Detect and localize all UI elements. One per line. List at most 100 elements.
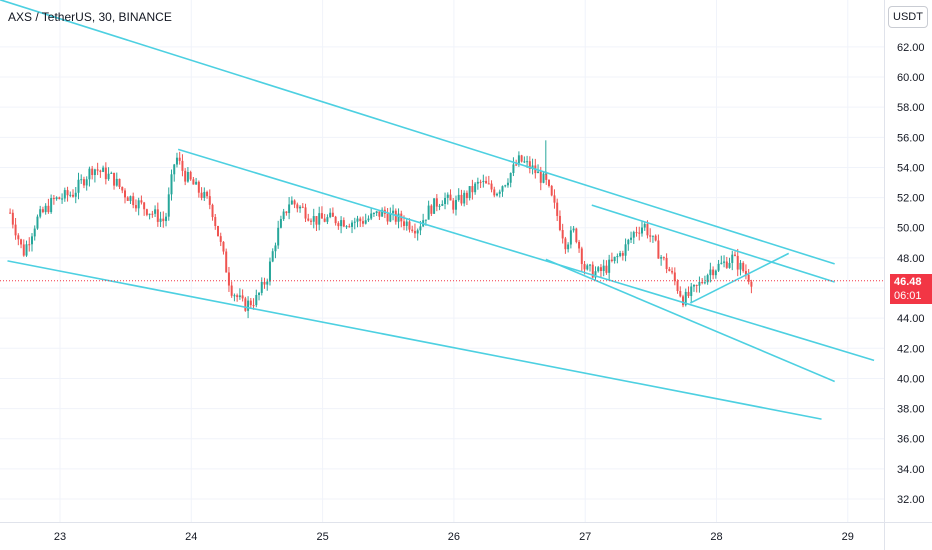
y-tick-label: 58.00 (897, 102, 925, 114)
bar-countdown: 06:01 (894, 290, 922, 302)
candle (408, 218, 411, 233)
candle (39, 205, 42, 219)
candle (320, 206, 323, 219)
candle (586, 263, 589, 271)
candle (564, 236, 567, 254)
candle (290, 196, 293, 205)
candle (613, 256, 616, 264)
candle (372, 212, 375, 217)
candle (91, 165, 94, 180)
candle (110, 171, 113, 175)
candle (129, 195, 132, 204)
candle (561, 223, 564, 244)
trendline[interactable] (591, 204, 835, 283)
candle (162, 211, 165, 228)
candle (52, 195, 55, 205)
candle (329, 208, 332, 219)
candle (635, 226, 638, 237)
candle (22, 239, 25, 257)
candle (476, 177, 479, 190)
candle (690, 282, 693, 304)
candle (657, 234, 660, 259)
candle (608, 254, 611, 281)
candle (271, 248, 274, 263)
candle (93, 168, 96, 183)
y-tick-label: 42.00 (897, 343, 925, 355)
candle (17, 233, 20, 246)
candle (673, 267, 676, 286)
candle (463, 190, 466, 207)
candle (206, 190, 209, 199)
candle (709, 262, 712, 283)
candle (249, 297, 252, 308)
candle (80, 174, 83, 184)
last-price-tag: 46.48 06:01 (890, 274, 932, 304)
candle (553, 189, 556, 209)
candle (460, 189, 463, 206)
trendline[interactable] (0, 0, 835, 265)
candle (69, 191, 72, 198)
candle (498, 189, 501, 198)
candle (186, 167, 189, 183)
x-tick-label: 29 (842, 531, 854, 543)
candle (427, 200, 430, 220)
candle (580, 246, 583, 272)
candle (74, 187, 77, 204)
candle (356, 215, 359, 228)
x-tick-label: 28 (710, 531, 722, 543)
candle (216, 225, 219, 237)
candle (703, 275, 706, 285)
candle (77, 172, 80, 200)
candle (471, 179, 474, 200)
y-tick-label: 40.00 (897, 373, 925, 385)
candle (572, 225, 575, 233)
candle (296, 202, 299, 213)
trendline[interactable] (7, 260, 822, 420)
candle (230, 281, 233, 298)
candle (195, 177, 198, 185)
candle (318, 206, 321, 231)
candle (578, 239, 581, 253)
candle (654, 234, 657, 242)
candle (449, 189, 452, 201)
candle (353, 217, 356, 230)
candle (465, 190, 468, 206)
candle (126, 196, 129, 201)
candle (668, 266, 671, 272)
currency-button[interactable]: USDT (888, 6, 928, 28)
candle (501, 185, 504, 197)
candle (509, 172, 512, 188)
candle (115, 172, 118, 187)
candle (599, 264, 602, 278)
candle (219, 232, 222, 247)
trendline[interactable] (689, 252, 790, 304)
trendline[interactable] (545, 258, 835, 383)
x-tick-label: 23 (54, 531, 66, 543)
candle (619, 250, 622, 258)
trendline[interactable] (177, 148, 875, 362)
x-tick-label: 26 (448, 531, 460, 543)
candle (528, 156, 531, 174)
candle (454, 195, 457, 216)
candle (610, 252, 613, 263)
candle (602, 259, 605, 277)
candle (364, 213, 367, 225)
candle (154, 205, 157, 217)
candle (474, 182, 477, 195)
candle (20, 238, 23, 249)
candle (457, 188, 460, 202)
candle (225, 248, 228, 273)
candle (88, 166, 91, 187)
candle (63, 187, 66, 202)
candle (706, 273, 709, 285)
candle (413, 223, 416, 239)
candle (616, 253, 619, 264)
candle (370, 208, 373, 221)
y-tick-label: 36.00 (897, 434, 925, 446)
candle (263, 277, 266, 289)
candle (331, 207, 334, 217)
candle (624, 238, 627, 262)
candle (165, 212, 168, 227)
candle (227, 266, 230, 292)
